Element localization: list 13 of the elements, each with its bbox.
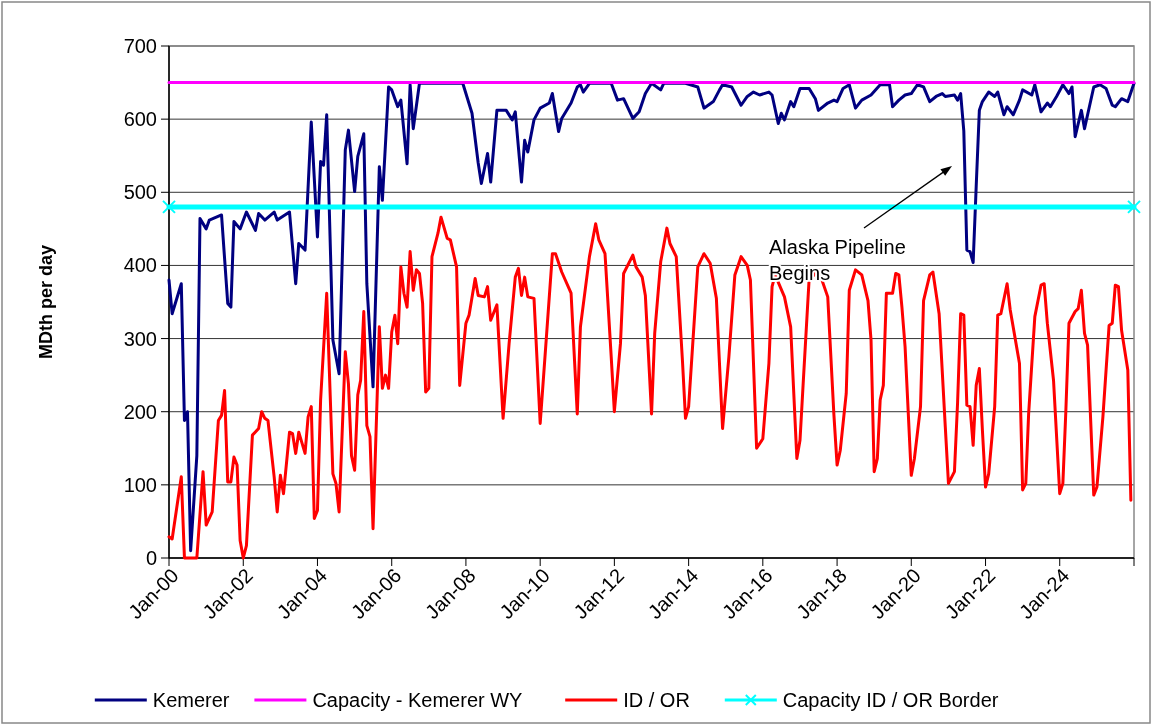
legend-label: Capacity ID / OR Border — [782, 689, 999, 711]
y-tick-label: 500 — [123, 181, 157, 204]
y-axis-title: MDth per day — [36, 244, 56, 360]
y-tick-label: 100 — [123, 473, 157, 496]
y-tick-label: 200 — [123, 400, 157, 423]
legend-label: ID / OR — [623, 689, 690, 711]
y-tick-label: 600 — [123, 108, 157, 131]
legend-label: Kemerer — [152, 689, 230, 711]
y-tick-label: 700 — [123, 35, 157, 57]
legend-label: Capacity - Kemerer WY — [312, 689, 523, 711]
y-tick-label: 400 — [123, 254, 157, 277]
y-tick-label: 0 — [145, 547, 157, 569]
y-tick-label: 300 — [123, 327, 157, 350]
